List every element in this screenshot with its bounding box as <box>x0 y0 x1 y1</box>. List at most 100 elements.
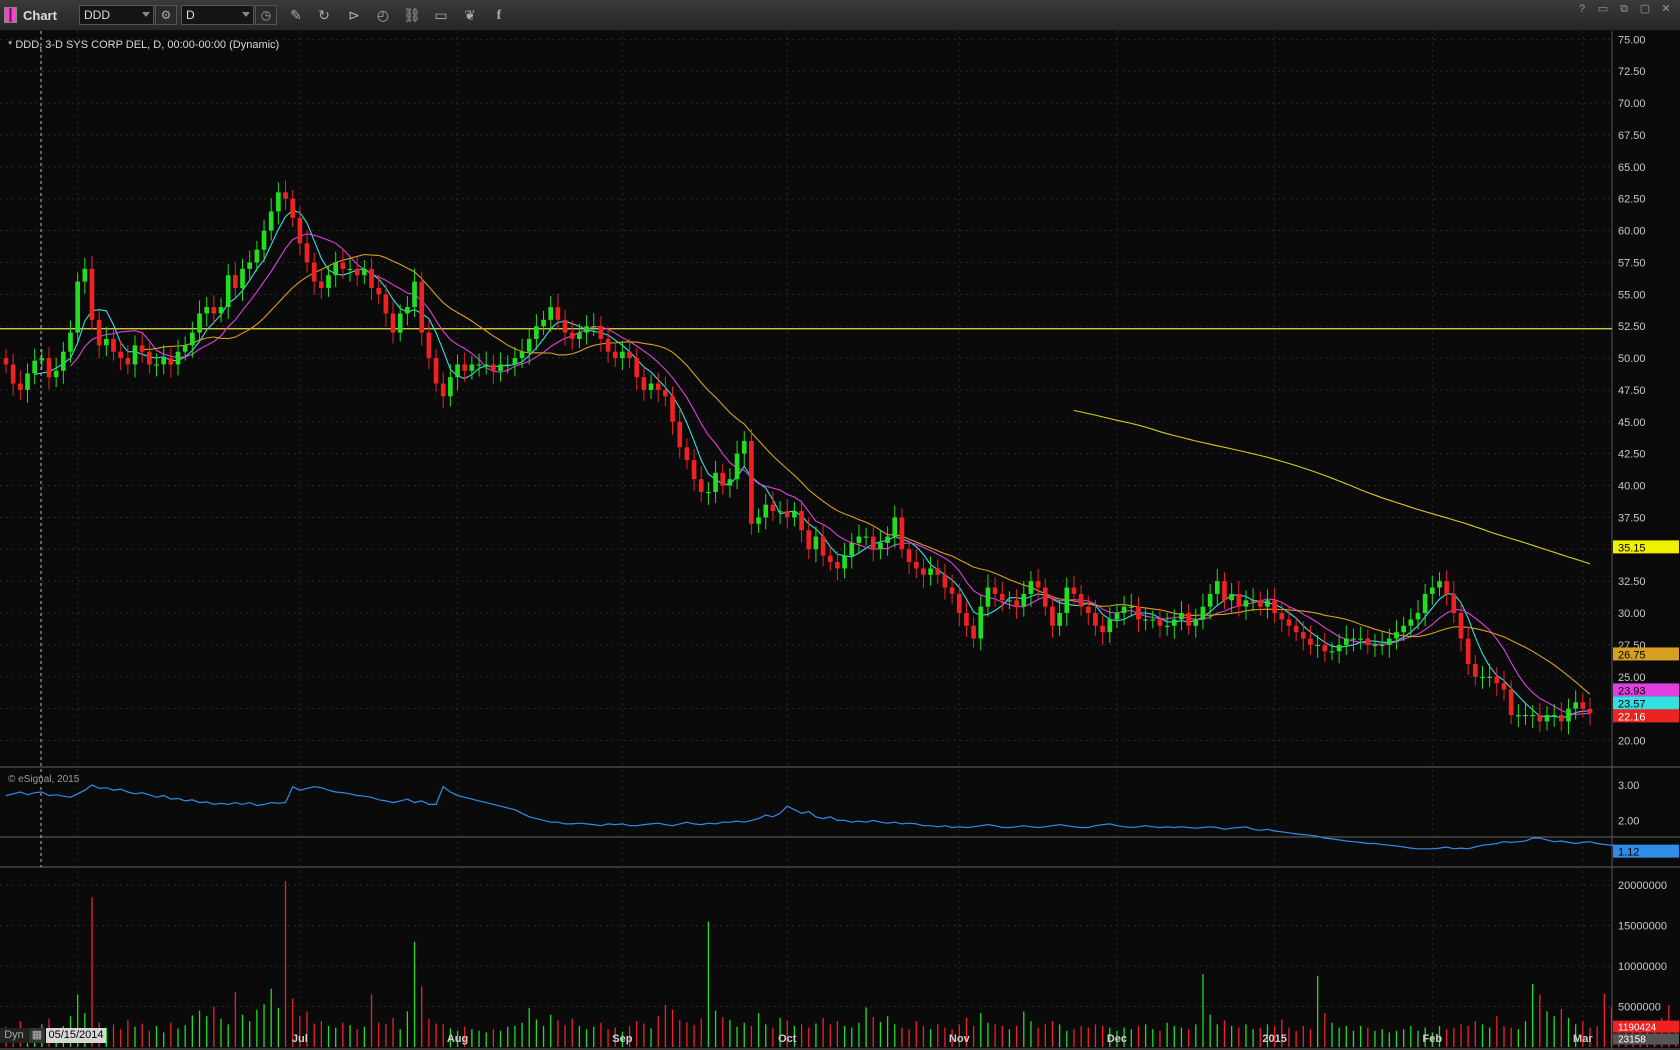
help-icon[interactable]: ? <box>1578 3 1586 15</box>
candle-body <box>1401 625 1406 633</box>
candle-body <box>1035 581 1041 588</box>
price-value-tag-text: 23.57 <box>1618 698 1646 710</box>
price-tick-label: 42.50 <box>1618 449 1646 461</box>
candle-body <box>276 192 281 212</box>
candle-body <box>1408 619 1414 626</box>
candle-body <box>655 383 661 390</box>
candle-body <box>440 383 446 397</box>
clock-icon[interactable]: ◴ <box>376 7 390 23</box>
candle-body <box>827 555 833 563</box>
candle-body <box>1164 625 1170 627</box>
candle-body <box>1329 651 1335 653</box>
candle-body <box>89 268 95 320</box>
cursor-date-box: 05/15/2014 <box>46 1028 106 1043</box>
candle-body <box>892 517 898 537</box>
candle-body <box>1014 600 1019 607</box>
price-tick-label: 40.00 <box>1618 481 1646 493</box>
candle-body <box>383 294 389 314</box>
x-tick-label: Dec <box>1107 1033 1127 1045</box>
play-icon[interactable]: ⊳ <box>348 7 360 23</box>
candle-body <box>792 511 797 518</box>
price-value-tag <box>1613 683 1679 697</box>
candle-body <box>1128 606 1134 608</box>
candle-body <box>1494 676 1500 684</box>
x-tick-label: Oct <box>778 1033 797 1045</box>
candle-body <box>620 351 625 359</box>
volume-tick-label: 15000000 <box>1618 921 1667 933</box>
candle-body <box>978 606 984 639</box>
oscillator-panel <box>5 784 1655 853</box>
price-tick-label: 37.50 <box>1618 512 1646 524</box>
maximize-icon[interactable]: ▢ <box>1639 3 1651 15</box>
candle-body <box>96 319 102 346</box>
link-icon[interactable]: ⛓ <box>403 7 421 23</box>
candle-body <box>405 307 410 314</box>
x-tick-label: 2015 <box>1262 1033 1286 1045</box>
candle-body <box>698 479 704 492</box>
chat-icon[interactable]: ▭ <box>434 7 448 23</box>
ma-slow-line <box>142 253 1591 695</box>
volume-tick-label: 5000000 <box>1618 1002 1661 1014</box>
volume-tick-label: 10000000 <box>1618 961 1667 973</box>
facebook-icon[interactable]: f <box>496 8 502 23</box>
volume-ma-tag-text: 23158 <box>1618 1035 1646 1046</box>
x-tick-label: Sep <box>612 1033 632 1045</box>
dynamic-mode-label[interactable]: Dyn <box>0 1028 28 1043</box>
candle-body <box>1508 689 1514 716</box>
chevron-down-icon[interactable] <box>142 12 150 17</box>
candle-body <box>1487 676 1492 678</box>
interval-clock-button[interactable]: ◷ <box>255 5 277 25</box>
candle-body <box>1343 638 1349 645</box>
candle-body <box>1100 625 1105 633</box>
pencil-icon[interactable]: ✎ <box>290 7 302 23</box>
candle-body <box>1372 644 1378 647</box>
candle-body <box>491 364 496 371</box>
candle-body <box>1042 587 1048 607</box>
candle-body <box>1308 638 1313 645</box>
candle-body <box>835 562 840 569</box>
candle-body <box>268 211 274 231</box>
candle-body <box>1587 708 1593 713</box>
candle-body <box>61 351 66 371</box>
symbol-settings-button[interactable]: ⚙ <box>155 5 177 25</box>
candle-body <box>1272 600 1277 614</box>
ma-mid-line <box>70 233 1591 715</box>
candle-body <box>240 268 245 288</box>
candle-body <box>870 536 876 550</box>
chart-background <box>0 31 1680 1050</box>
candle-body <box>168 358 174 365</box>
candle-body <box>433 358 439 384</box>
candle-body <box>1351 638 1356 640</box>
symbol-input[interactable]: DDD <box>79 5 154 25</box>
price-chart[interactable]: * DDD, 3-D SYS CORP DEL, D, 00:00-00:00 … <box>0 31 1680 1050</box>
candle-body <box>204 307 210 314</box>
candle-body <box>949 587 955 594</box>
candle-body <box>885 536 890 543</box>
candle-body <box>1243 600 1249 607</box>
twitter-icon[interactable]: ❦ <box>464 7 476 23</box>
calendar-icon[interactable]: ▦ <box>29 1028 45 1043</box>
candle-body <box>706 491 711 494</box>
volume-value-tag-text: 1190424 <box>1618 1023 1657 1034</box>
close-icon[interactable]: ✕ <box>1661 3 1671 15</box>
candle-body <box>863 536 869 538</box>
candle-body <box>369 268 374 288</box>
candle-body <box>1064 587 1070 614</box>
candle-body <box>1315 644 1320 647</box>
interval-input[interactable]: D <box>181 5 254 25</box>
price-value-tag-text: 23.93 <box>1618 685 1646 697</box>
restore-icon[interactable]: ▭ <box>1597 3 1609 15</box>
chevron-down-icon[interactable] <box>242 12 250 17</box>
refresh-icon[interactable]: ↻ <box>318 7 330 23</box>
candle-body <box>18 383 23 390</box>
ma-long-line <box>1073 409 1591 565</box>
candle-body <box>1085 606 1091 614</box>
candle-body <box>1437 581 1442 588</box>
candle-body <box>1050 606 1055 626</box>
duplicate-icon[interactable]: ⧉ <box>1620 3 1628 15</box>
candle-body <box>1114 613 1120 620</box>
candle-body <box>878 542 883 550</box>
candle-body <box>190 332 195 346</box>
candle-body <box>247 262 253 269</box>
candle-body <box>727 479 733 486</box>
